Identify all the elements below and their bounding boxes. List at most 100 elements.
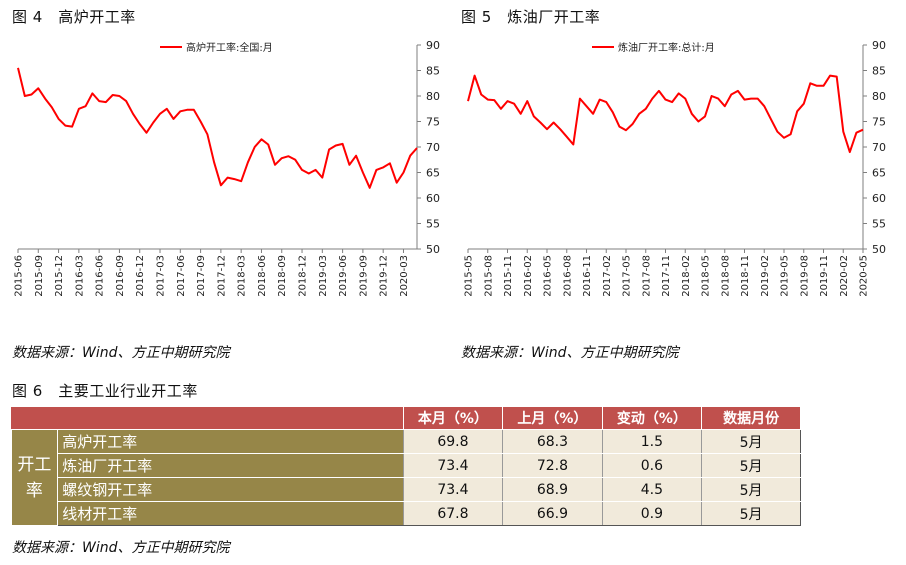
- x-tick-label: 2020-05: [859, 255, 870, 297]
- row-name: 炼油厂开工率: [57, 453, 404, 478]
- table-row: 螺纹钢开工率 73.4 68.9 4.5 5月: [12, 477, 801, 502]
- x-tick-label: 2017-11: [661, 255, 672, 297]
- group-label: 开工率: [11, 429, 59, 526]
- row-month: 5月: [701, 429, 801, 454]
- x-tick-label: 2019-11: [819, 255, 830, 297]
- x-tick-label: 2019-09: [358, 255, 369, 297]
- x-tick-label: 2015-11: [503, 255, 514, 297]
- row-change: 0.6: [601, 453, 702, 478]
- x-tick-label: 2017-09: [196, 255, 207, 297]
- x-tick-label: 2019-08: [799, 255, 810, 297]
- x-tick-label: 2018-03: [237, 255, 248, 297]
- y-tick-label: 60: [426, 192, 440, 205]
- y-tick-label: 80: [872, 90, 886, 103]
- fig5-source: 数据来源：Wind、方正中期研究院: [461, 345, 679, 361]
- x-tick-label: 2018-08: [720, 255, 731, 297]
- x-tick-label: 2016-03: [74, 255, 85, 297]
- fig6-source: 数据来源：Wind、方正中期研究院: [12, 540, 230, 556]
- y-tick-label: 65: [426, 167, 440, 180]
- x-tick-label: 2017-06: [176, 255, 187, 297]
- row-previous: 66.9: [502, 501, 603, 526]
- row-month: 5月: [701, 501, 801, 526]
- series-line: [467, 74, 864, 154]
- header-change: 变动（%）: [601, 406, 703, 430]
- x-tick-label: 2018-09: [277, 255, 288, 297]
- row-current: 73.4: [402, 477, 503, 502]
- x-tick-label: 2017-08: [641, 255, 652, 297]
- row-previous: 68.3: [502, 429, 603, 454]
- x-tick-label: 2018-02: [681, 255, 692, 297]
- x-tick-label: 2019-05: [780, 255, 791, 297]
- operating-rate-table: 本月（%） 上月（%） 变动（%） 数据月份 开工率 高炉开工率 69.8 68…: [11, 406, 801, 526]
- row-current: 69.8: [402, 429, 503, 454]
- x-tick-label: 2016-05: [543, 255, 554, 297]
- y-tick-label: 90: [872, 39, 886, 52]
- x-tick-label: 2019-03: [318, 255, 329, 297]
- x-tick-label: 2016-12: [135, 255, 146, 297]
- x-tick-label: 2020-03: [399, 255, 410, 297]
- x-tick-label: 2016-11: [582, 255, 593, 297]
- row-name: 高炉开工率: [57, 429, 404, 454]
- row-previous: 68.9: [502, 477, 603, 502]
- x-tick-label: 2019-06: [338, 255, 349, 297]
- fig4-source: 数据来源：Wind、方正中期研究院: [12, 345, 230, 361]
- table-header-row: 本月（%） 上月（%） 变动（%） 数据月份: [11, 406, 801, 430]
- blast-furnace-chart: 50 55 60 65 70 75 80 85 90 2015-06 2015-09 2015-12 2…: [14, 39, 441, 297]
- row-change: 4.5: [601, 477, 702, 502]
- row-change: 1.5: [601, 429, 702, 454]
- x-tick-label: 2018-06: [257, 255, 268, 297]
- fig6-title: 图 6 主要工业行业开工率: [12, 382, 198, 400]
- table-row: 线材开工率 67.8 66.9 0.9 5月: [12, 501, 801, 526]
- y-tick-label: 85: [872, 65, 886, 78]
- row-current: 67.8: [402, 501, 503, 526]
- y-tick-label: 60: [872, 192, 886, 205]
- x-tick-label: 2015-08: [483, 255, 494, 297]
- y-tick-label: 85: [426, 65, 440, 78]
- row-month: 5月: [701, 453, 801, 478]
- x-tick-label: 2015-06: [14, 255, 25, 297]
- table-row: 炼油厂开工率 73.4 72.8 0.6 5月: [12, 453, 801, 478]
- x-tick-label: 2016-06: [95, 255, 106, 297]
- legend-label: 炼油厂开工率:总计:月: [618, 41, 715, 54]
- y-tick-label: 50: [426, 243, 440, 256]
- x-tick-label: 2019-02: [760, 255, 771, 297]
- y-tick-label: 70: [872, 141, 886, 154]
- y-tick-label: 90: [426, 39, 440, 52]
- x-tick-label: 2018-12: [298, 255, 309, 297]
- fig4-title: 图 4 高炉开工率: [12, 8, 136, 26]
- x-tick-label: 2015-12: [54, 255, 65, 297]
- x-tick-label: 2017-05: [622, 255, 633, 297]
- x-tick-label: 2016-02: [523, 255, 534, 297]
- row-change: 0.9: [601, 501, 702, 526]
- x-tick-label: 2016-08: [562, 255, 573, 297]
- x-tick-label: 2015-09: [34, 255, 45, 297]
- header-month: 数据月份: [701, 406, 801, 430]
- y-tick-label: 75: [426, 116, 440, 129]
- series-line: [17, 67, 418, 189]
- header-current: 本月（%）: [402, 406, 504, 430]
- x-tick-label: 2018-05: [701, 255, 712, 297]
- y-tick-label: 65: [872, 167, 886, 180]
- x-tick-label: 2018-11: [740, 255, 751, 297]
- row-name: 线材开工率: [57, 501, 404, 526]
- y-tick-label: 70: [426, 141, 440, 154]
- row-previous: 72.8: [502, 453, 603, 478]
- x-tick-label: 2020-02: [839, 255, 850, 297]
- x-tick-label: 2017-12: [216, 255, 227, 297]
- y-tick-label: 80: [426, 90, 440, 103]
- x-tick-label: 2016-09: [115, 255, 126, 297]
- x-tick-label: 2017-03: [156, 255, 167, 297]
- refinery-chart: 50 55 60 65 70 75 80 85 90 2015-05 2015-08 2015-11 2…: [464, 39, 887, 297]
- y-tick-label: 50: [872, 243, 886, 256]
- y-tick-label: 55: [872, 218, 886, 231]
- x-tick-label: 2017-02: [602, 255, 613, 297]
- y-tick-label: 75: [872, 116, 886, 129]
- x-tick-label: 2019-12: [379, 255, 390, 297]
- table-row: 开工率 高炉开工率 69.8 68.3 1.5 5月: [11, 429, 801, 526]
- row-current: 73.4: [402, 453, 503, 478]
- row-month: 5月: [701, 477, 801, 502]
- legend-label: 高炉开工率:全国:月: [186, 41, 273, 54]
- row-name: 螺纹钢开工率: [57, 477, 404, 502]
- header-previous: 上月（%）: [502, 406, 603, 430]
- header-blank: [11, 406, 404, 430]
